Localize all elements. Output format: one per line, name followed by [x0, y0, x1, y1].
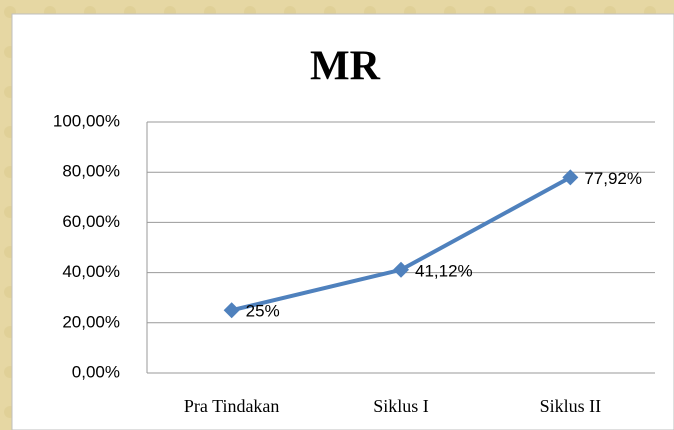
y-tick-label: 0,00%: [72, 362, 120, 381]
marker: [562, 169, 579, 186]
x-tick-label: Siklus I: [373, 396, 429, 416]
y-tick-label: 60,00%: [62, 212, 120, 231]
marker: [393, 261, 409, 278]
y-tick-label: 100,00%: [53, 111, 120, 130]
y-tick-label: 40,00%: [62, 262, 120, 281]
chart-title: MR: [310, 44, 381, 90]
y-tick-label: 20,00%: [62, 312, 120, 331]
y-tick-label: 80,00%: [62, 162, 120, 181]
data-label: 77,92%: [584, 169, 642, 188]
marker: [223, 302, 240, 319]
data-label: 41,12%: [415, 261, 473, 280]
data-label: 25%: [246, 302, 280, 321]
x-tick-label: Pra Tindakan: [184, 396, 280, 416]
x-tick-label: Siklus II: [540, 396, 602, 416]
